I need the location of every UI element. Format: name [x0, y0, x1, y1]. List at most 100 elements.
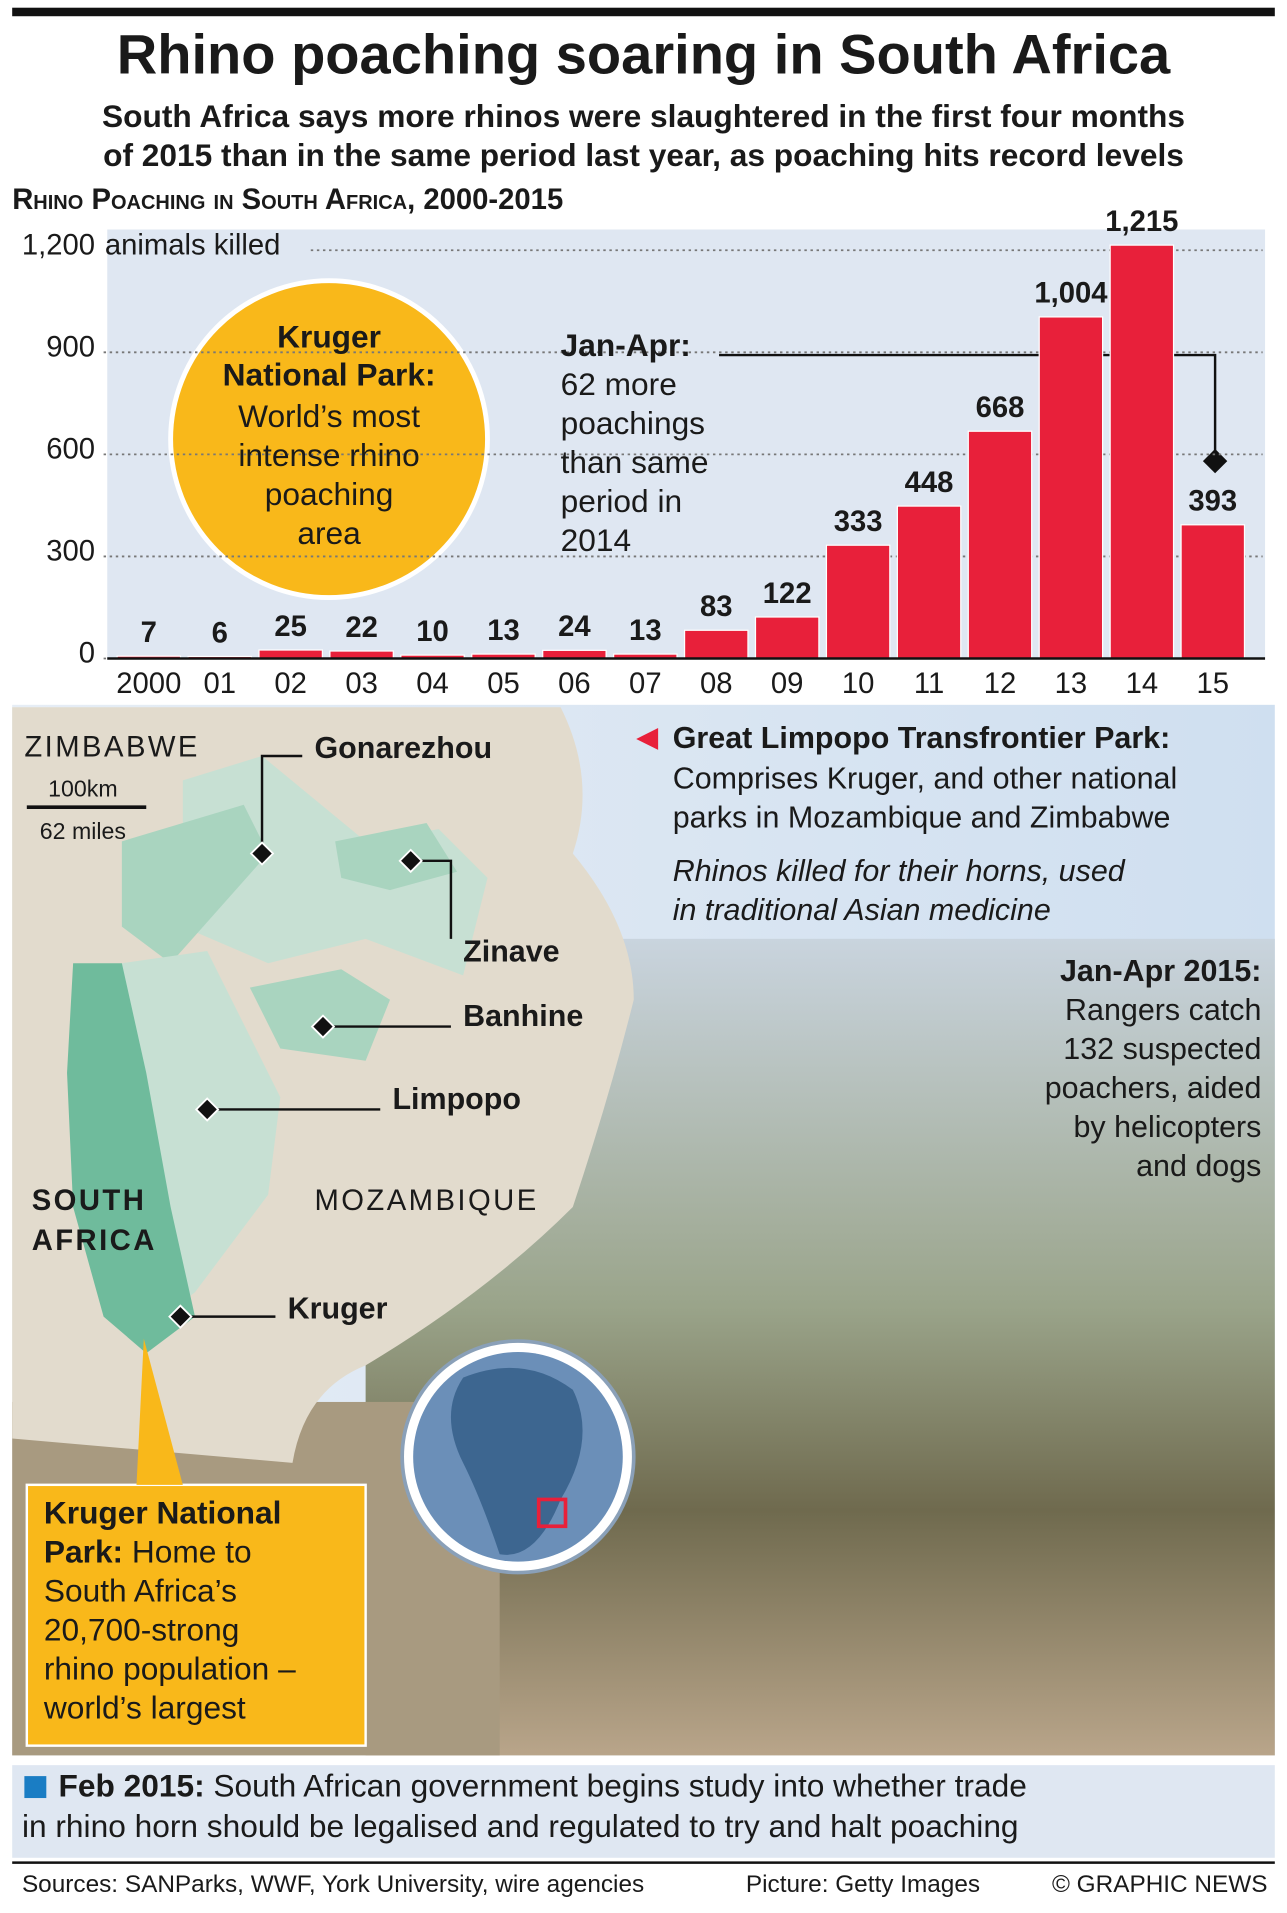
- park-kruger: [67, 963, 195, 1354]
- legend-triangle: [636, 727, 659, 750]
- rangers-text: Rangers catch: [1065, 993, 1261, 1027]
- country-label: SOUTH: [32, 1185, 147, 1217]
- x-tick-label: 14: [1126, 668, 1159, 700]
- kruger-box-line: Park: Home to: [44, 1534, 252, 1570]
- kruger-circle-text: area: [297, 515, 361, 551]
- transfrontier-note: in traditional Asian medicine: [673, 893, 1051, 927]
- transfrontier-title: Great Limpopo Transfrontier Park:: [673, 721, 1171, 755]
- scale-label: 100km: [48, 775, 117, 801]
- x-tick-label: 11: [914, 668, 944, 700]
- value-label: 13: [629, 615, 662, 647]
- value-label: 333: [834, 506, 883, 538]
- park-diamond: [249, 841, 275, 866]
- value-label: 668: [976, 392, 1025, 424]
- footer-marker: [24, 1776, 47, 1799]
- value-label: 1,215: [1105, 206, 1178, 238]
- x-tick-label: 07: [629, 668, 662, 700]
- park-zinave: [335, 823, 458, 891]
- rangers-text: and dogs: [1136, 1149, 1261, 1183]
- kruger-box-pointer: [136, 1338, 183, 1485]
- rangers-text: 132 suspected: [1063, 1032, 1261, 1066]
- kruger-box-title: Kruger National: [44, 1495, 282, 1531]
- y-tick-label: 300: [46, 536, 95, 568]
- park-leader: [410, 859, 453, 939]
- kruger-circle-text: poaching: [265, 476, 394, 512]
- park-diamond: [310, 1014, 336, 1039]
- annotation-text: 62 more: [561, 366, 677, 402]
- park-diamond: [168, 1304, 193, 1329]
- kruger-box-text: 20,700-strong: [44, 1612, 239, 1648]
- kruger-box-text: Home to: [123, 1534, 252, 1570]
- kruger-circle-text: intense rhino: [238, 437, 419, 473]
- picture-credit: Picture: Getty Images: [746, 1871, 980, 1898]
- annotation-diamond: [1202, 448, 1228, 474]
- footer-text: in rhino horn should be legalised and re…: [22, 1808, 1019, 1844]
- value-label: 6: [212, 617, 228, 649]
- credit: © GRAPHIC NEWS: [1052, 1871, 1268, 1898]
- kruger-box-title: Park:: [44, 1534, 123, 1570]
- transfrontier-note: Rhinos killed for their horns, used: [673, 854, 1126, 888]
- x-tick-label: 06: [558, 668, 591, 700]
- bar: [1109, 244, 1175, 660]
- y-tick-label: 0: [79, 638, 95, 670]
- value-label: 393: [1188, 486, 1237, 518]
- x-tick-label: 01: [203, 668, 236, 700]
- value-label: 448: [905, 467, 954, 499]
- x-tick-label: 10: [842, 668, 875, 700]
- kruger-circle: [168, 278, 490, 601]
- kruger-circle-title: National Park:: [223, 356, 436, 392]
- annotation-text: poachings: [561, 405, 705, 441]
- country-label: AFRICA: [32, 1225, 157, 1257]
- value-label: 83: [700, 591, 733, 623]
- chart-title: Rhino Poaching in South Africa, 2000-201…: [12, 184, 563, 216]
- park-label: Kruger: [288, 1292, 388, 1326]
- footer-line: Feb 2015: South African government begin…: [59, 1768, 1027, 1804]
- park-banhine: [249, 969, 390, 1061]
- rangers-title: Jan-Apr 2015:: [1060, 954, 1261, 988]
- y-tick-label: 600: [46, 433, 95, 465]
- y-tick-label: 1,200: [22, 229, 95, 261]
- bar: [754, 616, 820, 660]
- footer-text: South African government begins study in…: [205, 1768, 1027, 1804]
- bar: [258, 649, 323, 660]
- park-label: Zinave: [463, 935, 559, 969]
- x-tick-label: 08: [700, 668, 733, 700]
- annotation-title: Jan-Apr:: [561, 327, 691, 363]
- value-label: 25: [274, 611, 307, 643]
- value-label: 24: [558, 611, 591, 643]
- value-label: 13: [487, 615, 520, 647]
- park-label: Limpopo: [392, 1082, 521, 1116]
- value-label: 22: [345, 612, 378, 644]
- x-tick-label: 15: [1197, 668, 1230, 700]
- value-label: 10: [416, 616, 449, 648]
- x-tick-label: 02: [274, 668, 307, 700]
- x-tick-label: 04: [416, 668, 449, 700]
- value-label: 1,004: [1034, 278, 1108, 310]
- annotation-leader: [719, 353, 1217, 454]
- transfrontier-text: Comprises Kruger, and other national: [673, 761, 1177, 795]
- bar: [1180, 524, 1246, 660]
- subtitle: of 2015 than in the same period last yea…: [103, 137, 1184, 173]
- x-tick-label: 09: [771, 668, 804, 700]
- kruger-circle-text: World’s most: [238, 398, 420, 434]
- x-tick-label: 05: [487, 668, 520, 700]
- subtitle: South Africa says more rhinos were slaug…: [102, 98, 1185, 134]
- x-tick-label: 2000: [116, 668, 181, 700]
- country-label: MOZAMBIQUE: [314, 1185, 538, 1217]
- scale-label: 62 miles: [40, 818, 126, 844]
- globe-locator: [536, 1497, 568, 1529]
- y-tick-label: 900: [46, 331, 95, 363]
- park-label: Gonarezhou: [314, 731, 492, 765]
- park-zone: [182, 756, 488, 976]
- sources: Sources: SANParks, WWF, York University,…: [22, 1871, 644, 1898]
- y-axis-label: animals killed: [105, 229, 281, 261]
- bar: [896, 505, 962, 660]
- value-label: 7: [141, 617, 157, 649]
- bar: [967, 430, 1033, 660]
- kruger-box: [25, 1483, 367, 1747]
- kruger-box-text: world’s largest: [43, 1690, 246, 1726]
- park-gonarezhou: [121, 804, 269, 964]
- rangers-text: by helicopters: [1074, 1110, 1262, 1144]
- annotation-text: 2014: [561, 522, 631, 558]
